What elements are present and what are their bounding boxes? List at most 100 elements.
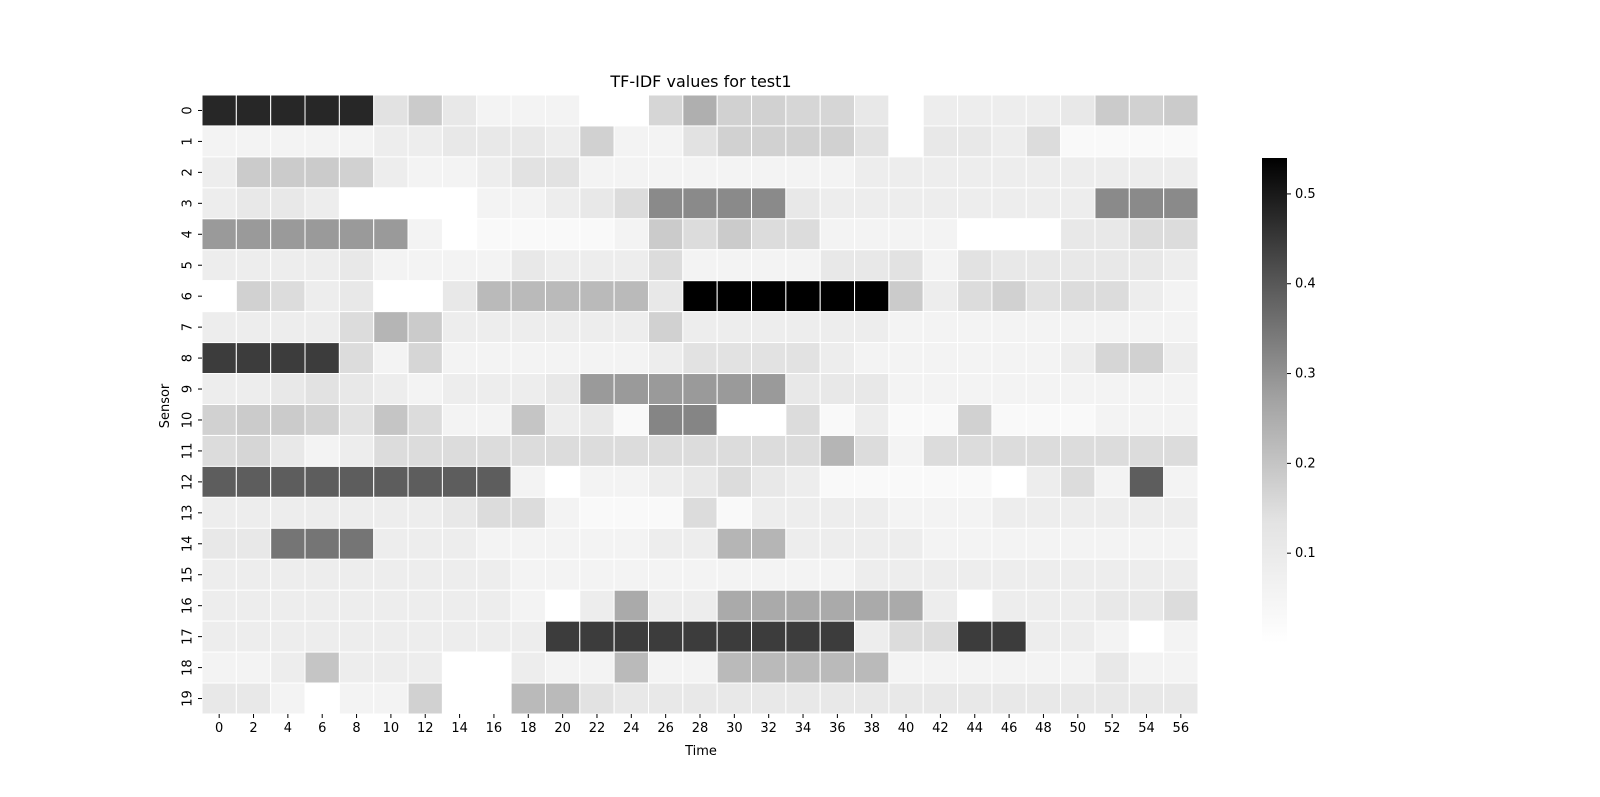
heatmap-cell-4-8 [476, 218, 512, 251]
heatmap-cell-10-8 [476, 404, 512, 436]
heatmap-cell-6-16 [751, 280, 787, 313]
heatmap-cell-19-7 [441, 682, 478, 715]
heatmap-cell-4-19 [854, 218, 890, 251]
heatmap-cell-17-18 [819, 620, 856, 653]
heatmap-cell-12-18 [819, 465, 856, 498]
heatmap-cell-15-12 [613, 558, 649, 591]
y-tick-label: 2 [181, 168, 196, 176]
heatmap-cell-5-22 [957, 249, 993, 282]
heatmap-cell-13-12 [613, 496, 649, 529]
heatmap-cell-10-27 [1128, 404, 1165, 436]
heatmap-cell-12-22 [957, 465, 993, 498]
heatmap-cell-0-1 [235, 94, 272, 127]
heatmap-cell-13-24 [1025, 496, 1062, 529]
heatmap-cell-14-8 [476, 527, 512, 560]
heatmap-cell-1-9 [510, 125, 546, 158]
heatmap-cell-19-22 [957, 682, 993, 715]
heatmap-cell-6-12 [613, 280, 649, 313]
heatmap-cell-16-1 [235, 589, 272, 622]
heatmap-cell-9-22 [957, 373, 993, 405]
heatmap-cell-12-26 [1094, 465, 1130, 498]
heatmap-cell-17-19 [854, 620, 890, 653]
heatmap-cell-16-9 [510, 589, 546, 622]
heatmap-cell-6-11 [579, 280, 615, 313]
heatmap-cell-8-17 [785, 342, 821, 375]
heatmap-cell-0-18 [819, 94, 856, 127]
heatmap-cell-3-19 [854, 187, 890, 220]
heatmap-cell-17-5 [373, 620, 409, 653]
heatmap-cell-11-0 [201, 434, 237, 467]
heatmap-cell-11-3 [304, 434, 340, 467]
heatmap-cell-3-18 [819, 187, 856, 220]
heatmap-cell-7-23 [991, 311, 1027, 344]
x-tick-label: 30 [726, 721, 743, 736]
heatmap-cell-19-8 [476, 682, 512, 715]
heatmap-cell-15-23 [991, 558, 1027, 591]
heatmap-cell-10-3 [304, 404, 340, 436]
heatmap-cell-19-9 [510, 682, 546, 715]
heatmap-cell-7-7 [441, 311, 478, 344]
heatmap-cell-15-6 [407, 558, 443, 591]
heatmap-cell-13-17 [785, 496, 821, 529]
heatmap-cell-7-0 [201, 311, 237, 344]
heatmap-cell-3-11 [579, 187, 615, 220]
heatmap-cell-16-22 [957, 589, 993, 622]
heatmap-cell-16-15 [716, 589, 753, 622]
heatmap-cell-19-24 [1025, 682, 1062, 715]
heatmap-cell-10-7 [441, 404, 478, 436]
heatmap-cell-14-3 [304, 527, 340, 560]
heatmap-cell-1-7 [441, 125, 478, 158]
heatmap-cell-4-20 [888, 218, 924, 251]
heatmap-cell-12-8 [476, 465, 512, 498]
heatmap-cell-7-3 [304, 311, 340, 344]
heatmap-cell-10-21 [922, 404, 959, 436]
heatmap-cell-1-15 [716, 125, 753, 158]
heatmap-cell-8-1 [235, 342, 272, 375]
heatmap-cells [201, 94, 1199, 715]
heatmap-cell-3-20 [888, 187, 924, 220]
heatmap-cell-4-25 [1060, 218, 1096, 251]
heatmap-cell-19-19 [854, 682, 890, 715]
heatmap-cell-9-6 [407, 373, 443, 405]
colorbar-tick-label: 0.1 [1295, 546, 1316, 561]
y-tick-label: 12 [181, 474, 196, 491]
heatmap-cell-5-27 [1128, 249, 1165, 282]
heatmap-cell-13-7 [441, 496, 478, 529]
heatmap-cell-12-25 [1060, 465, 1096, 498]
x-tick-label: 0 [215, 721, 223, 736]
heatmap-cell-3-15 [716, 187, 753, 220]
heatmap-cell-2-1 [235, 156, 272, 189]
heatmap-cell-17-15 [716, 620, 753, 653]
heatmap-cell-16-20 [888, 589, 924, 622]
heatmap-cell-9-9 [510, 373, 546, 405]
heatmap-cell-18-17 [785, 651, 821, 684]
heatmap-cell-14-28 [1163, 527, 1199, 560]
heatmap-cell-1-2 [270, 125, 306, 158]
heatmap-cell-5-12 [613, 249, 649, 282]
heatmap-cell-11-13 [647, 434, 684, 467]
heatmap-cell-11-8 [476, 434, 512, 467]
heatmap-cell-3-12 [613, 187, 649, 220]
heatmap-cell-10-4 [338, 404, 375, 436]
heatmap-cell-8-19 [854, 342, 890, 375]
heatmap-cell-17-2 [270, 620, 306, 653]
heatmap-cell-2-8 [476, 156, 512, 189]
heatmap-cell-0-14 [682, 94, 718, 127]
heatmap-cell-19-4 [338, 682, 375, 715]
heatmap-cell-1-11 [579, 125, 615, 158]
heatmap-cell-17-8 [476, 620, 512, 653]
heatmap-cell-2-12 [613, 156, 649, 189]
heatmap-cell-10-11 [579, 404, 615, 436]
x-tick-label: 2 [249, 721, 257, 736]
heatmap-cell-14-0 [201, 527, 237, 560]
heatmap-cell-0-22 [957, 94, 993, 127]
heatmap-cell-0-4 [338, 94, 375, 127]
heatmap-cell-19-5 [373, 682, 409, 715]
heatmap-cell-16-23 [991, 589, 1027, 622]
heatmap-cell-10-23 [991, 404, 1027, 436]
heatmap-cell-0-10 [544, 94, 581, 127]
heatmap-cell-2-17 [785, 156, 821, 189]
heatmap-cell-5-6 [407, 249, 443, 282]
heatmap-cell-17-12 [613, 620, 649, 653]
